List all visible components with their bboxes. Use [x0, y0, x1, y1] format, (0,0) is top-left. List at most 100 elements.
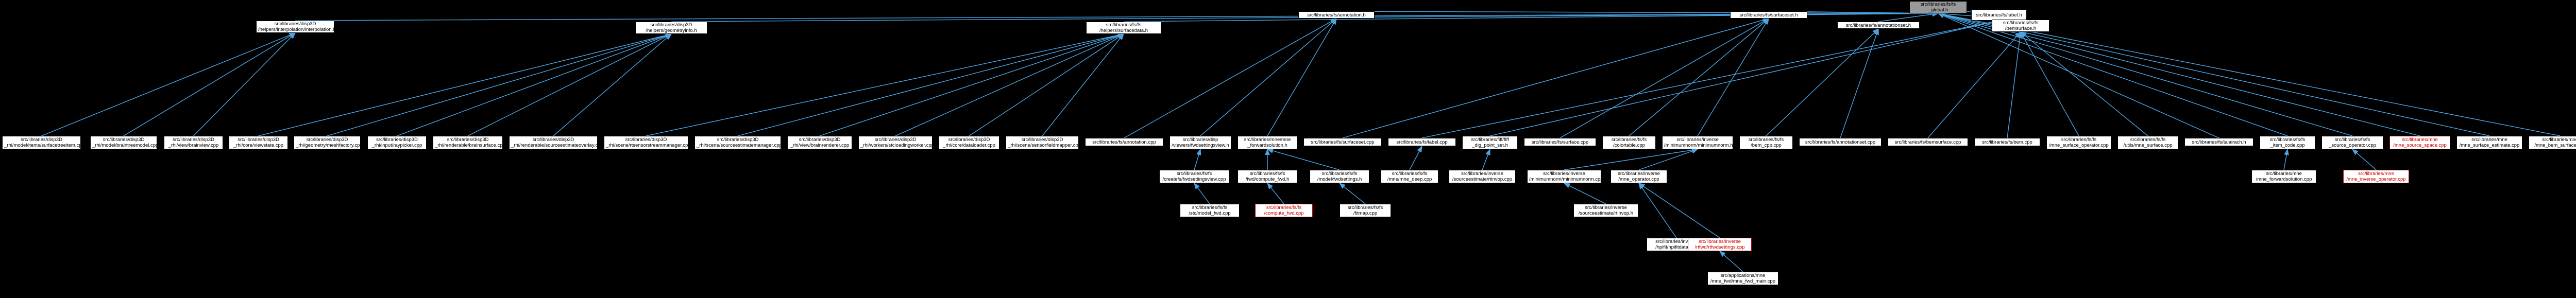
graph-node[interactable]: src/libraries/disp3D _rhi/renderable/bra… — [433, 136, 505, 149]
graph-node-label: src/libraries/fs/bem.cpp — [1982, 139, 2032, 145]
graph-node[interactable]: src/libraries/fs/fs /compute_fwd.cpp — [1255, 204, 1313, 217]
graph-node-root[interactable]: src/libraries/fs/fs _global.h — [1909, 1, 1967, 13]
graph-edge — [819, 33, 1125, 136]
graph-node[interactable]: src/libraries/mne /mne_source_space.cpp — [2389, 136, 2450, 149]
graph-node-label: src/libraries/disp3D _rhi/renderable/sou… — [511, 137, 603, 148]
graph-node-label: src/libraries/fs/surfaceset.cpp — [1311, 139, 1375, 145]
graph-node[interactable]: src/libraries/fs/fs /colortable.cpp — [1602, 136, 1656, 149]
graph-node[interactable]: src/applications/mne /mne_fwd/mne_fwd_ma… — [1707, 272, 1778, 285]
graph-node[interactable]: src/libraries/disp3D _rhi/workers/stcloa… — [858, 136, 935, 149]
graph-node[interactable]: src/libraries/mne /mne_bem_surface.cpp — [2529, 136, 2576, 149]
graph-node-label: src/libraries/fs/fs /compute_fwd.cpp — [1264, 205, 1304, 216]
graph-node-label: src/libraries/fs/fs /model/fwdsettings.h — [1317, 171, 1362, 182]
graph-node[interactable]: src/libraries/fs/fs _item_code.cpp — [2260, 136, 2315, 149]
graph-node[interactable]: src/libraries/fiff/fiff _dig_point_set.h — [1462, 136, 1518, 149]
graph-node[interactable]: src/libraries/mne /mne_forwardsolution.c… — [2251, 170, 2316, 183]
graph-node[interactable]: src/libraries/fs/fs /stc/model_fwd.cpp — [1180, 204, 1240, 217]
graph-edge — [1266, 148, 1340, 170]
graph-node[interactable]: src/libraries/inverse /rtfwd/rtfwdsettin… — [1688, 238, 1752, 251]
graph-node[interactable]: src/libraries/fs/fs /utils/mne_surface.c… — [2117, 136, 2178, 149]
graph-edge — [2351, 149, 2377, 170]
graph-node[interactable]: src/libraries/disp3D _rhi/model/items/su… — [2, 136, 84, 149]
graph-node-label: src/libraries/mne /mne_inverse_operator.… — [2346, 171, 2406, 182]
graph-node-label: src/libraries/disp3D _rhi/workers/stcloa… — [860, 137, 935, 148]
graph-edge — [2007, 31, 2023, 138]
graph-node[interactable]: src/libraries/fs/fs /helpers/surfacedata… — [1086, 22, 1161, 34]
graph-node[interactable]: src/libraries/fs/talairach.h — [2184, 138, 2253, 146]
graph-edge — [1489, 19, 2000, 136]
graph-edge — [969, 33, 1125, 136]
graph-edge — [1267, 17, 1337, 136]
graph-node[interactable]: src/libraries/disp3D _rhi/scene/rtsensor… — [604, 136, 691, 149]
graph-node[interactable]: src/libraries/fs/surfaceset.cpp — [1303, 138, 1382, 146]
graph-node[interactable]: src/libraries/mne /mne_surface_estimate.… — [2456, 136, 2522, 149]
graph-node-label: src/libraries/inverse /mne_operator.cpp — [1618, 171, 1660, 182]
graph-node[interactable]: src/libraries/fs/label.cpp — [1388, 138, 1456, 146]
graph-node[interactable]: src/libraries/fs/surface.cpp — [1524, 138, 1596, 146]
graph-edge — [895, 33, 1125, 136]
graph-node[interactable]: src/libraries/fs/annotation.cpp — [1085, 138, 1163, 146]
graph-edge — [1123, 11, 1939, 22]
graph-node[interactable]: src/libraries/fs/annotation.h — [1298, 11, 1375, 19]
graph-edge — [1342, 17, 1770, 138]
graph-node[interactable]: src/libraries/mne /mne_inverse_operator.… — [2343, 170, 2409, 183]
graph-node[interactable]: src/libraries/fs/fs _source_operator.cpp — [2321, 136, 2383, 149]
graph-node[interactable]: src/libraries/disp3D _rhi/scene/sensorfi… — [1006, 136, 1081, 149]
graph-edge — [1840, 28, 1879, 138]
graph-node-label: src/libraries/fs/talairach.h — [2192, 139, 2246, 145]
graph-node[interactable]: src/libraries/mne/mne _forwardsolution.h — [1238, 136, 1297, 149]
graph-node-label: src/libraries/disp3D _rhi/geometry/meshf… — [296, 137, 363, 148]
graph-node[interactable]: src/libraries/inverse /sourceestimate/rt… — [1573, 204, 1638, 217]
graph-node[interactable]: src/libraries/fs/fs /mne_surface_operato… — [2046, 136, 2111, 149]
graph-node-label: src/libraries/mne /mne_bem_surface.cpp — [2534, 137, 2576, 148]
graph-edge — [1937, 13, 2219, 138]
graph-node[interactable]: src/libraries/disp3D _rhi/core/dataloade… — [939, 136, 999, 149]
graph-edge — [646, 32, 1125, 136]
graph-node-label: src/libraries/disp3D _rhi/model/braintre… — [92, 137, 159, 148]
graph-node-label: src/libraries/fs/fs /mne/mne_deep.cpp — [1387, 171, 1432, 182]
graph-edge — [1421, 19, 2000, 138]
graph-node[interactable]: src/libraries/disp3D _rhi/core/viewstate… — [229, 136, 288, 149]
graph-node-label: src/libraries/disp3D _rhi/scene/sourcees… — [697, 137, 782, 148]
graph-node-label: src/libraries/fs/surface.cpp — [1531, 139, 1589, 145]
graph-node[interactable]: src/libraries/disp3D _rhi/view/brainview… — [164, 136, 223, 149]
graph-node[interactable]: src/libraries/inverse /sourceestimate/rt… — [1449, 170, 1516, 183]
graph-node[interactable]: src/libraries/fs/fs /bemsurface.h — [1992, 20, 2049, 32]
graph-node[interactable]: src/libraries/disp3D /helpers/interpolat… — [256, 21, 336, 33]
graph-node[interactable]: src/libraries/fs/bem.cpp — [1974, 138, 2040, 146]
graph-node[interactable]: src/libraries/fs/fs /fwd/compute_fwd.h — [1238, 170, 1297, 183]
graph-node-label: src/libraries/disp3D _rhi/core/dataloade… — [943, 137, 995, 148]
graph-edge — [1200, 18, 1337, 136]
graph-node[interactable]: src/libraries/disp3D _rhi/view/brainrend… — [787, 136, 852, 149]
graph-node[interactable]: src/libraries/fs/bemsurface.cpp — [1888, 138, 1968, 146]
graph-edge — [2020, 31, 2148, 136]
graph-node[interactable]: src/libraries/disp3D _rhi/scene/sourcees… — [694, 136, 782, 149]
graph-node[interactable]: src/libraries/fs/annotationset.cpp — [1799, 138, 1882, 146]
graph-node[interactable]: src/libraries/inverse /minimumnorm/minim… — [1662, 136, 1733, 149]
graph-node-label: src/libraries/mne/mne _forwardsolution.h — [1244, 137, 1291, 148]
graph-node[interactable]: src/libraries/fs/fs /bem_cpp.cpp — [1739, 136, 1793, 149]
graph-node-label: src/libraries/inverse /minimumnorm/minim… — [1664, 137, 1733, 148]
graph-node[interactable]: src/libraries/disp3D _rhi/renderable/sou… — [509, 136, 603, 149]
graph-node[interactable]: src/libraries/fs/fs /model/fwdsettings.h — [1310, 170, 1369, 183]
graph-edge — [1766, 28, 1879, 136]
graph-node[interactable]: src/libraries/fs/fs /mne/mne_deep.cpp — [1381, 170, 1438, 183]
graph-node[interactable]: src/libraries/inverse /minimumnorm/minim… — [1527, 170, 1603, 183]
graph-node-label: src/libraries/fs/fs /bemsurface.h — [2003, 20, 2039, 31]
graph-node[interactable]: src/libraries/disp3D _rhi/geometry/meshf… — [294, 136, 363, 149]
graph-node[interactable]: src/libraries/disp /viewers/fwdsettingsv… — [1170, 136, 1231, 149]
graph-node[interactable]: src/libraries/disp3D _rhi/input/raypicke… — [367, 136, 427, 149]
graph-node[interactable]: src/libraries/disp3D /helpers/geometryin… — [635, 22, 707, 34]
graph-node[interactable]: src/libraries/inverse /mne_operator.cpp — [1611, 170, 1667, 183]
graph-node[interactable]: src/libraries/fs/label.h — [1971, 9, 2027, 21]
graph-node-label: src/libraries/fs/fs /fitmap.cpp — [1347, 205, 1383, 216]
graph-node-label: src/libraries/fiff/fiff _dig_point_set.h — [1471, 137, 1509, 148]
graph-edge — [1560, 18, 1770, 138]
graph-node[interactable]: src/libraries/disp3D _rhi/model/braintre… — [90, 136, 159, 149]
graph-node[interactable]: src/libraries/fs/fs /createfs/fwdsetting… — [1159, 170, 1229, 183]
graph-node[interactable]: src/libraries/fs/annotationset.h — [1837, 22, 1920, 29]
graph-node[interactable]: src/libraries/fs/surfaceset.h — [1730, 11, 1807, 19]
graph-edge — [737, 33, 1125, 136]
graph-node[interactable]: src/libraries/fs/fs /fitmap.cpp — [1340, 204, 1391, 217]
graph-edge — [1124, 18, 1337, 138]
